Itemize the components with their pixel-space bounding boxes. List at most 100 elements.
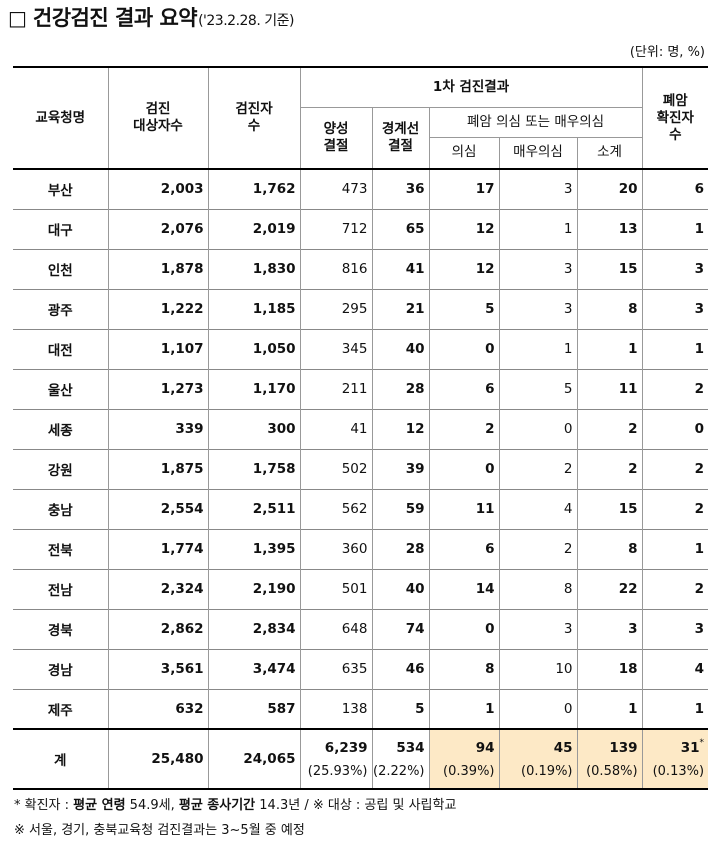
cell-borderline: 40	[371, 568, 429, 609]
header-borderline: 경계선 결절	[371, 107, 429, 169]
cell-borderline: 41	[371, 248, 429, 289]
table-row: 전남 2,324 2,190 501 40 14 8 22 2	[13, 568, 709, 609]
cell-subtotal: 18	[576, 648, 643, 689]
cell-positive: 345	[299, 328, 372, 369]
table-row: 울산 1,273 1,170 211 28 6 5 11 2	[13, 368, 709, 409]
cell-confirmed: 3	[641, 608, 709, 649]
cell-examined: 1,758	[207, 448, 300, 489]
cell-positive: 562	[299, 488, 372, 529]
cell-target: 1,222	[107, 288, 208, 329]
cell-subtotal: 2	[576, 448, 643, 489]
cell-subtotal: 2	[576, 408, 643, 449]
cell-name: 경남	[13, 648, 108, 689]
total-row: 계 25,480 24,065 6,239 (25.93%) 534 (2.22%)…	[13, 728, 709, 789]
cell-suspect: 1	[428, 688, 499, 729]
checkbox-glyph: □	[8, 6, 27, 30]
total-suspect: 94 (0.39%)	[428, 728, 499, 789]
cell-target: 2,324	[107, 568, 208, 609]
unit-label: (단위: 명, %)	[629, 45, 705, 60]
cell-confirmed: 2	[641, 568, 709, 609]
cell-confirmed: 1	[641, 208, 709, 249]
cell-name: 전남	[13, 568, 108, 609]
cell-confirmed: 4	[641, 648, 709, 689]
cell-borderline: 12	[371, 408, 429, 449]
total-examined: 24,065	[207, 728, 300, 789]
cell-suspect: 8	[428, 648, 499, 689]
table-row: 대전 1,107 1,050 345 40 0 1 1 1	[13, 328, 709, 369]
cell-target: 339	[107, 408, 208, 449]
header-target: 검진 대상자수	[107, 67, 208, 169]
cell-positive: 360	[299, 528, 372, 569]
total-label: 계	[13, 728, 108, 789]
table-row: 강원 1,875 1,758 502 39 0 2 2 2	[13, 448, 709, 489]
cell-suspect: 0	[428, 448, 499, 489]
cell-suspect: 0	[428, 608, 499, 649]
cell-positive: 138	[299, 688, 372, 729]
cell-borderline: 46	[371, 648, 429, 689]
cell-examined: 2,834	[207, 608, 300, 649]
cell-subtotal: 11	[576, 368, 643, 409]
cell-examined: 1,050	[207, 328, 300, 369]
cell-name: 광주	[13, 288, 108, 329]
table-row: 대구 2,076 2,019 712 65 12 1 13 1	[13, 208, 709, 249]
cell-positive: 473	[299, 168, 372, 209]
cell-borderline: 36	[371, 168, 429, 209]
table-row: 전북 1,774 1,395 360 28 6 2 8 1	[13, 528, 709, 569]
cell-suspect: 0	[428, 328, 499, 369]
title-main: 건강검진 결과 요약	[32, 6, 198, 30]
total-borderline: 534 (2.22%)	[371, 728, 429, 789]
cell-examined: 300	[207, 408, 300, 449]
cell-target: 1,774	[107, 528, 208, 569]
cell-confirmed: 2	[641, 488, 709, 529]
cell-target: 3,561	[107, 648, 208, 689]
summary-table: 교육청명 검진 대상자수 검진자 수 1차 검진결과 폐암 확진자 수 양성 결절 경계선…	[13, 66, 709, 790]
cell-name: 인천	[13, 248, 108, 289]
header-first-result: 1차 검진결과	[299, 67, 643, 107]
cell-very: 8	[498, 568, 577, 609]
cell-very: 2	[498, 448, 577, 489]
cell-subtotal: 3	[576, 608, 643, 649]
cell-very: 3	[498, 248, 577, 289]
cell-confirmed: 0	[641, 408, 709, 449]
cell-positive: 816	[299, 248, 372, 289]
cell-target: 1,878	[107, 248, 208, 289]
cell-subtotal: 1	[576, 688, 643, 729]
cell-target: 2,862	[107, 608, 208, 649]
cell-suspect: 17	[428, 168, 499, 209]
cell-name: 부산	[13, 168, 108, 209]
cell-examined: 3,474	[207, 648, 300, 689]
cell-positive: 41	[299, 408, 372, 449]
cell-subtotal: 8	[576, 288, 643, 329]
cell-target: 1,273	[107, 368, 208, 409]
table-row: 경북 2,862 2,834 648 74 0 3 3 3	[13, 608, 709, 649]
cell-name: 강원	[13, 448, 108, 489]
cell-borderline: 39	[371, 448, 429, 489]
cell-confirmed: 1	[641, 528, 709, 569]
cell-positive: 712	[299, 208, 372, 249]
cell-subtotal: 8	[576, 528, 643, 569]
cell-confirmed: 3	[641, 248, 709, 289]
title-date: ('23.2.28. 기준)	[198, 13, 294, 29]
cell-examined: 587	[207, 688, 300, 729]
header-office: 교육청명	[35, 109, 86, 126]
cell-target: 632	[107, 688, 208, 729]
cell-name: 울산	[13, 368, 108, 409]
cell-target: 1,107	[107, 328, 208, 369]
cell-name: 대구	[13, 208, 108, 249]
cell-suspect: 2	[428, 408, 499, 449]
cell-very: 2	[498, 528, 577, 569]
cell-subtotal: 15	[576, 248, 643, 289]
table-row: 세종 339 300 41 12 2 0 2 0	[13, 408, 709, 449]
cell-very: 1	[498, 328, 577, 369]
cell-positive: 648	[299, 608, 372, 649]
total-subtotal: 139 (0.58%)	[576, 728, 643, 789]
header-subtotal: 소계	[576, 137, 643, 169]
total-very-suspect: 45 (0.19%)	[498, 728, 577, 789]
cell-suspect: 6	[428, 368, 499, 409]
header-confirmed: 폐암 확진자 수	[641, 67, 709, 169]
cell-examined: 1,830	[207, 248, 300, 289]
cell-confirmed: 1	[641, 688, 709, 729]
cell-examined: 2,190	[207, 568, 300, 609]
header-very-suspect: 매우의심	[498, 137, 577, 169]
cell-name: 경북	[13, 608, 108, 649]
